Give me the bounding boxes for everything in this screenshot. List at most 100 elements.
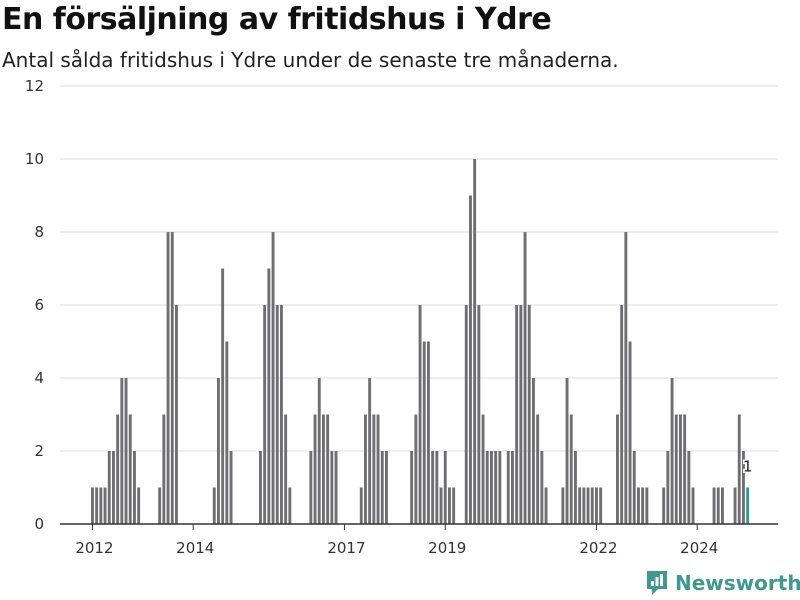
bar <box>309 451 313 524</box>
bar <box>532 378 535 524</box>
bar <box>620 305 624 524</box>
bar <box>721 487 724 524</box>
bar <box>435 451 439 524</box>
bar <box>679 414 682 524</box>
bar <box>128 414 132 524</box>
bar <box>742 451 745 524</box>
bar <box>225 341 229 524</box>
bar <box>515 305 519 524</box>
bar <box>175 305 178 524</box>
bar <box>477 305 481 524</box>
bar <box>385 451 388 524</box>
bar <box>229 451 233 524</box>
bar <box>317 378 321 524</box>
chart-title: En försäljning av fritidshus i Ydre <box>2 2 552 37</box>
bar <box>662 487 666 524</box>
bar <box>645 487 649 524</box>
bar <box>443 451 447 524</box>
highlight-data-label: 1 <box>743 458 753 476</box>
x-tick-label: 2019 <box>428 539 466 557</box>
y-tick-label: 10 <box>25 150 44 168</box>
bar <box>494 451 498 524</box>
bar <box>288 487 292 524</box>
bar <box>271 232 275 524</box>
bar <box>670 378 674 524</box>
bar <box>166 232 170 524</box>
bar <box>107 451 111 524</box>
bar <box>439 487 443 524</box>
bar <box>511 451 514 524</box>
bar <box>112 451 115 524</box>
bar <box>469 195 472 524</box>
bar <box>527 305 531 524</box>
bar <box>431 451 435 524</box>
bar <box>590 487 594 524</box>
bar <box>628 341 632 524</box>
bar <box>275 305 279 524</box>
highlight-bar <box>746 487 750 524</box>
bar <box>733 487 737 524</box>
bar <box>376 414 380 524</box>
bar <box>574 451 577 524</box>
bar <box>519 305 523 524</box>
brand-logo[interactable]: Newsworthy <box>645 568 800 598</box>
bar <box>687 451 691 524</box>
bar <box>464 305 468 524</box>
bar <box>561 487 565 524</box>
bar <box>536 414 540 524</box>
x-tick-label: 2022 <box>579 539 617 557</box>
x-tick-label: 2014 <box>176 539 214 557</box>
bar <box>540 451 544 524</box>
bar <box>137 487 141 524</box>
bar <box>414 414 418 524</box>
bar <box>565 378 569 524</box>
bar <box>322 414 325 524</box>
bar <box>683 414 687 524</box>
bar <box>103 487 107 524</box>
bar <box>485 451 489 524</box>
y-tick-label: 6 <box>34 296 44 314</box>
bar <box>578 487 582 524</box>
bar <box>380 451 384 524</box>
bar <box>330 451 334 524</box>
bar <box>280 305 283 524</box>
bar <box>212 487 216 524</box>
bar <box>637 487 640 524</box>
bar <box>217 378 220 524</box>
bar <box>410 451 414 524</box>
y-tick-label: 8 <box>34 223 44 241</box>
bar <box>632 451 636 524</box>
bar <box>162 414 166 524</box>
newsworthy-logo-icon <box>647 571 667 595</box>
bar <box>259 451 262 524</box>
bar <box>616 414 619 524</box>
bar <box>334 451 338 524</box>
bar <box>422 341 426 524</box>
bar <box>641 487 645 524</box>
bar <box>523 232 527 524</box>
brand-name: Newsworthy <box>675 571 800 595</box>
bar <box>448 487 451 524</box>
bar <box>427 341 430 524</box>
bar <box>99 487 103 524</box>
bar <box>221 268 225 524</box>
bar <box>569 414 573 524</box>
chart-subtitle: Antal sålda fritidshus i Ydre under de s… <box>2 48 619 72</box>
bar <box>544 487 548 524</box>
bar <box>498 451 502 524</box>
bar <box>158 487 162 524</box>
x-tick-label: 2024 <box>680 539 718 557</box>
bar <box>170 232 174 524</box>
y-tick-label: 0 <box>34 515 44 533</box>
bar <box>481 414 485 524</box>
bar <box>120 378 124 524</box>
bar <box>599 487 603 524</box>
bar <box>716 487 720 524</box>
bar <box>712 487 716 524</box>
y-tick-label: 12 <box>25 77 44 95</box>
bar <box>691 487 695 524</box>
bar <box>263 305 267 524</box>
bar <box>359 487 363 524</box>
bar <box>666 451 670 524</box>
